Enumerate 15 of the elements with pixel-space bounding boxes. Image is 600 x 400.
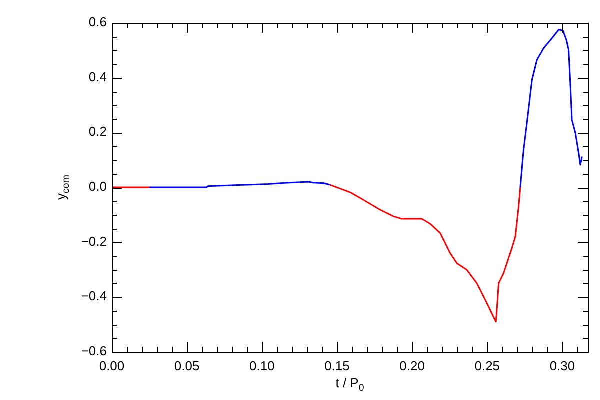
x-tick-label: 0.15: [324, 358, 350, 374]
x-tick-label: 0.05: [174, 358, 200, 374]
y-tick-label: 0.4: [88, 69, 107, 84]
y-tick-label: −0.6: [81, 344, 107, 359]
x-tick-label: 0.10: [250, 358, 275, 374]
y-axis-title: ycom: [54, 175, 72, 200]
x-tick-label: 0.30: [550, 358, 576, 374]
x-tick-label: 0.25: [474, 358, 500, 374]
y-tick-label: 0.6: [88, 14, 107, 30]
x-tick-label: 0.20: [400, 358, 425, 374]
y-tick-label: 0.0: [88, 179, 107, 194]
x-tick-label: 0.00: [99, 358, 125, 374]
y-tick-label: −0.4: [81, 288, 107, 304]
y-tick-label: 0.2: [88, 124, 107, 140]
y-tick-label: −0.2: [81, 234, 107, 249]
